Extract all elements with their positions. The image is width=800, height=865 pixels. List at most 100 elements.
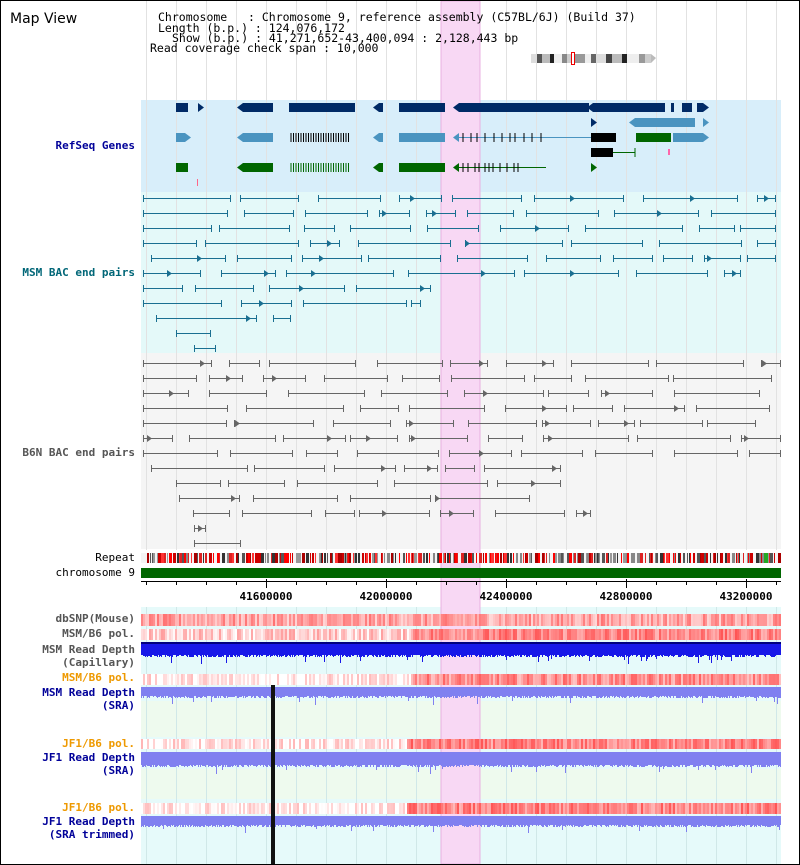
dbsnp-cell — [337, 614, 339, 626]
msm-depth-capillary-bar — [255, 642, 256, 655]
msm-b6-pol-cell — [381, 629, 383, 640]
jf1-depth-trimmed-bar — [227, 816, 228, 826]
jf1-b6-pol-cell-2 — [675, 803, 677, 814]
jf1-depth-sra-bar — [709, 752, 710, 766]
msm-depth-capillary-bar — [597, 642, 598, 656]
msm-depth-capillary-bar — [502, 642, 503, 656]
jf1-depth-trimmed-bar — [628, 816, 629, 826]
msm-b6-pol-cell — [433, 629, 435, 640]
msm-depth-capillary-bar — [690, 642, 691, 657]
msm-depth-sra-bar — [554, 687, 555, 697]
msm-b6-pol-cell-2 — [691, 674, 693, 685]
repeat-element — [414, 553, 417, 563]
jf1-b6-pol-cell — [345, 739, 347, 749]
msm-depth-capillary-bar — [653, 642, 654, 655]
b6n-bac-pair-arrow — [545, 420, 550, 427]
msm-depth-capillary-bar — [347, 642, 348, 657]
msm-b6-pol-cell-2 — [603, 674, 605, 685]
msm-depth-sra-bar — [311, 687, 312, 697]
msm-depth-sra-bar — [300, 687, 301, 697]
msm-depth-sra-bar — [667, 687, 668, 698]
msm-b6-pol-cell-2 — [431, 674, 433, 685]
jf1-depth-trimmed-bar — [209, 816, 210, 826]
msm-depth-capillary-bar — [384, 642, 385, 655]
msm-depth-capillary-bar — [770, 642, 771, 656]
msm-depth-capillary-bar — [745, 642, 746, 655]
msm-b6-pol-cell-2 — [523, 674, 525, 685]
msm-depth-sra-bar — [149, 687, 150, 698]
jf1-depth-trimmed-bar — [208, 816, 209, 827]
jf1-depth-sra-bar — [714, 752, 715, 766]
msm-depth-sra-bar — [520, 687, 521, 698]
msm-depth-capillary-bar — [635, 642, 636, 655]
jf1-b6-pol-cell — [291, 739, 293, 749]
repeat-element — [627, 553, 629, 563]
jf1-depth-trimmed-bar — [481, 816, 482, 827]
jf1-b6-pol-cell-2 — [167, 803, 169, 814]
msm-depth-sra-bar — [658, 687, 659, 698]
jf1-b6-pol-cell — [719, 739, 721, 749]
jf1-depth-trimmed-bar — [355, 816, 356, 827]
jf1-depth-sra-bar — [772, 752, 773, 765]
msm-depth-capillary-bar — [189, 642, 190, 657]
jf1-b6-pol-cell — [185, 739, 187, 749]
msm-depth-sra-bar — [680, 687, 681, 698]
jf1-depth-sra-bar — [172, 752, 173, 767]
msm-depth-capillary-bar — [489, 642, 490, 656]
jf1-depth-trimmed-bar — [372, 816, 373, 827]
msm-depth-capillary-bar — [262, 642, 263, 656]
jf1-depth-sra-bar — [615, 752, 616, 765]
msm-depth-capillary-bar — [442, 642, 443, 656]
msm-b6-pol-cell-2 — [147, 674, 149, 685]
repeat-element — [290, 553, 291, 563]
msm-b6-pol-cell-2 — [639, 674, 641, 685]
msm-b6-pol-cell-2 — [215, 674, 217, 685]
jf1-depth-trimmed-bar — [333, 816, 334, 827]
jf1-b6-pol-cell-2 — [363, 803, 365, 814]
dbsnp-cell — [701, 614, 703, 626]
msm-depth-capillary-bar — [499, 642, 500, 656]
msm-depth-sra-bar — [587, 687, 588, 696]
msm-b6-pol-cell — [237, 629, 239, 640]
jf1-depth-sra-bar — [664, 752, 665, 767]
msm-depth-capillary-bar — [759, 642, 760, 655]
dbsnp-cell — [227, 614, 229, 626]
jf1-b6-pol-cell-2 — [205, 803, 207, 814]
msm-depth-capillary-bar — [306, 642, 307, 657]
dbsnp-cell — [495, 614, 497, 626]
msm-b6-pol-cell — [667, 629, 669, 640]
repeat-element — [687, 553, 688, 563]
msm-depth-sra-bar — [382, 687, 383, 697]
msm-depth-sra-bar — [318, 687, 319, 696]
repeat-element — [700, 553, 701, 563]
msm-depth-sra-bar — [696, 687, 697, 698]
jf1-depth-trimmed-bar — [415, 816, 416, 826]
msm-depth-capillary-bar — [710, 642, 711, 656]
jf1-depth-trimmed-bar — [158, 816, 159, 827]
jf1-depth-sra-bar — [179, 752, 180, 765]
msm-depth-capillary-bar — [743, 642, 744, 657]
jf1-depth-trimmed-bar — [503, 816, 504, 827]
jf1-depth-trimmed-bar — [611, 816, 612, 826]
msm-depth-capillary-bar — [383, 642, 384, 656]
jf1-depth-trimmed-bar — [331, 816, 332, 827]
jf1-depth-sra-bar — [247, 752, 248, 766]
msm-depth-sra-bar — [429, 687, 430, 697]
msm-depth-sra-bar — [501, 687, 502, 696]
jf1-depth-trimmed-bar — [632, 816, 633, 827]
msm-depth-sra-bar — [381, 687, 382, 697]
msm-depth-sra-bar — [416, 687, 417, 698]
msm-b6-pol-cell — [145, 629, 147, 640]
msm-depth-capillary-bar — [485, 642, 486, 657]
jf1-depth-trimmed-bar — [231, 816, 232, 827]
msm-depth-sra-bar — [652, 687, 653, 697]
msm-depth-capillary-bar — [513, 642, 514, 657]
jf1-b6-pol-cell-2 — [581, 803, 583, 814]
msm-depth-sra-bar — [752, 687, 753, 697]
msm-depth-capillary-bar — [655, 642, 656, 657]
msm-b6-pol-cell — [553, 629, 555, 640]
jf1-depth-trimmed-bar — [247, 816, 248, 825]
jf1-depth-sra-bar — [385, 752, 386, 767]
jf1-depth-trimmed-bar — [278, 816, 279, 826]
